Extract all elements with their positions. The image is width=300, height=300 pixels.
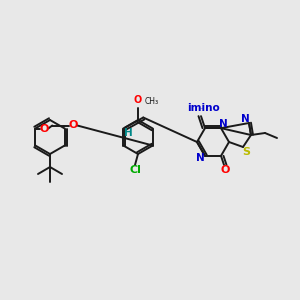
Text: Cl: Cl <box>129 165 141 175</box>
Text: O: O <box>40 124 49 134</box>
Text: N: N <box>196 153 204 163</box>
Text: CH₃: CH₃ <box>145 97 159 106</box>
Text: H: H <box>124 128 133 139</box>
Text: N: N <box>219 119 227 129</box>
Text: imino: imino <box>200 108 204 109</box>
Text: S: S <box>242 147 250 157</box>
Text: O: O <box>69 121 78 130</box>
Text: O: O <box>220 165 230 175</box>
Text: N: N <box>241 114 249 124</box>
Text: O: O <box>134 95 142 105</box>
Text: imino: imino <box>187 103 219 113</box>
